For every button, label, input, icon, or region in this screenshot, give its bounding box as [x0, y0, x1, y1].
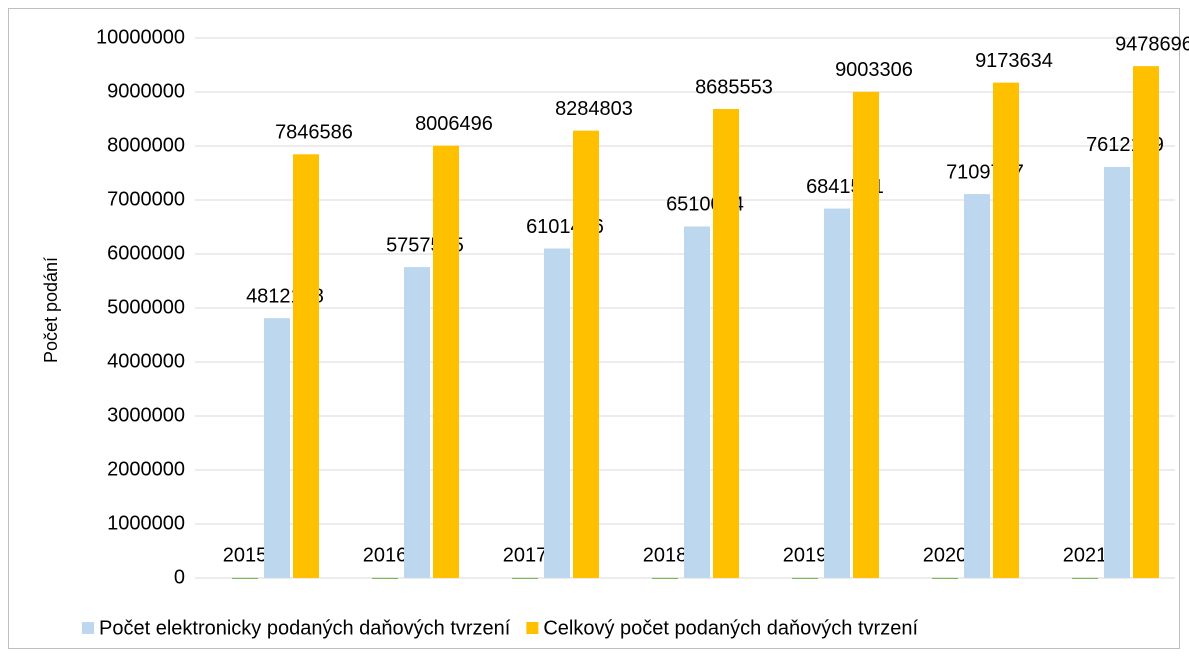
bar: [264, 318, 290, 578]
data-label: 8685553: [695, 76, 773, 98]
data-label: 2017: [503, 544, 548, 566]
y-tick-label: 6000000: [107, 242, 185, 264]
bar: [652, 577, 678, 579]
bar: [573, 130, 599, 578]
bar: [404, 267, 430, 578]
data-label: 8006496: [415, 113, 493, 135]
legend-label: Celkový počet podaných daňových tvrzení: [543, 617, 918, 639]
bar: [293, 154, 319, 578]
data-label: 7846586: [275, 122, 353, 144]
bar: [824, 208, 850, 578]
y-tick-label: 8000000: [107, 134, 185, 156]
bar: [713, 108, 739, 579]
bar: [932, 577, 958, 579]
legend-label: Počet elektronicky podaných daňových tvr…: [99, 617, 511, 639]
data-label: 2020: [923, 544, 968, 566]
bar: [993, 82, 1019, 578]
y-axis-title: Počet podání: [41, 257, 61, 363]
y-tick-label: 9000000: [107, 80, 185, 102]
bar: [684, 226, 710, 578]
data-label: 9173634: [975, 50, 1053, 72]
bar: [964, 194, 990, 578]
data-label: 8284803: [555, 98, 633, 120]
bar: [1072, 577, 1098, 579]
bar: [544, 248, 570, 578]
y-tick-label: 1000000: [107, 512, 185, 534]
data-label: 2019: [783, 544, 828, 566]
data-label: 9478696: [1115, 33, 1189, 55]
y-tick-label: 3000000: [107, 404, 185, 426]
data-label: 2018: [643, 544, 688, 566]
bar: [232, 577, 258, 579]
data-label: 2021: [1063, 544, 1108, 566]
bar: [1104, 166, 1130, 578]
y-tick-label: 0: [174, 566, 185, 588]
data-label: 2015: [223, 544, 268, 566]
bar: [1133, 66, 1159, 578]
y-tick-label: 5000000: [107, 296, 185, 318]
legend-swatch: [82, 622, 94, 634]
bar: [433, 145, 459, 578]
data-label: 2016: [363, 544, 408, 566]
bar: [853, 91, 879, 579]
data-label: 9003306: [835, 59, 913, 81]
bar: [372, 577, 398, 579]
y-tick-label: 7000000: [107, 188, 185, 210]
y-tick-label: 2000000: [107, 458, 185, 480]
y-tick-label: 10000000: [96, 26, 185, 48]
bar: [792, 577, 818, 579]
legend-swatch: [526, 622, 539, 634]
y-tick-label: 4000000: [107, 350, 185, 372]
bar: [512, 577, 538, 579]
